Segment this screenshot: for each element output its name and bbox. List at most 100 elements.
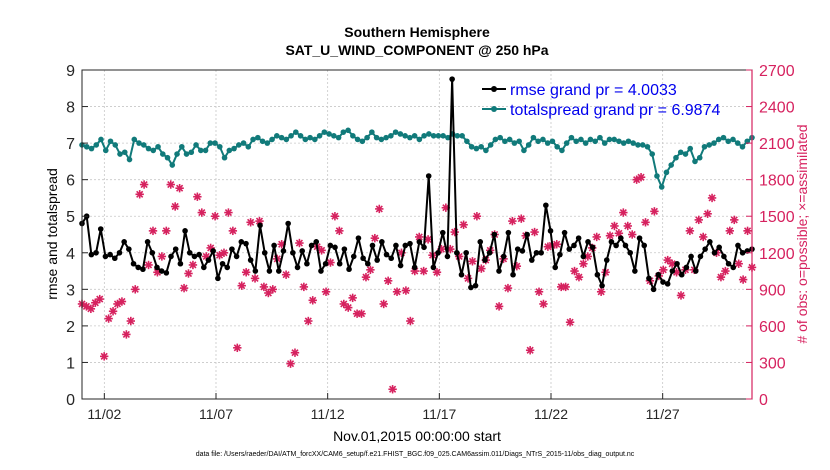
y-tick-label-left: 9 [66, 63, 75, 80]
totalspread-marker [397, 131, 404, 137]
totalspread-marker [492, 136, 499, 143]
totalspread-marker [525, 142, 532, 148]
obs-marker [175, 183, 184, 193]
y-tick-label-left: 7 [66, 136, 75, 153]
obs-marker [281, 270, 291, 279]
obs-marker [366, 265, 375, 275]
obs-marker [148, 226, 158, 236]
totalspread-marker [706, 142, 713, 148]
rmse-marker [697, 253, 704, 260]
x-tick-label: 11/17 [422, 406, 456, 422]
obs-marker [126, 316, 136, 326]
rmse-marker [229, 246, 235, 252]
totalspread-marker [126, 156, 133, 163]
totalspread-marker [217, 143, 223, 150]
totalspread-marker [364, 134, 370, 141]
rmse-marker [411, 264, 418, 271]
totalspread-marker [297, 133, 304, 139]
totalspread-marker [535, 138, 541, 145]
rmse-marker [280, 248, 287, 254]
totalspread-marker [293, 129, 299, 135]
x-axis-label: Nov.01,2015 00:00:00 start [333, 428, 501, 444]
obs-marker [725, 226, 735, 236]
rmse-marker [172, 246, 179, 252]
totalspread-marker [340, 129, 347, 135]
obs-marker [286, 359, 295, 368]
rmse-marker [650, 286, 657, 293]
totalspread-marker [445, 134, 451, 141]
rmse-marker [613, 242, 619, 249]
rmse-marker [275, 268, 282, 274]
totalspread-marker [259, 138, 266, 145]
totalspread-marker [164, 154, 171, 161]
obs-marker [610, 221, 619, 231]
totalspread-marker [359, 138, 366, 145]
rmse-marker [116, 249, 123, 256]
obs-marker [730, 215, 739, 225]
obs-marker [698, 232, 708, 242]
totalspread-marker [611, 136, 617, 143]
totalspread-marker [568, 134, 575, 141]
totalspread-marker [435, 133, 442, 139]
rmse-marker [543, 202, 549, 209]
obs-marker [170, 202, 180, 211]
totalspread-marker [440, 133, 446, 139]
rmse-marker [683, 264, 690, 271]
rmse-marker [557, 251, 563, 258]
y-tick-label-left: 8 [66, 100, 75, 117]
rmse-marker [186, 249, 193, 256]
rmse-marker [533, 249, 540, 256]
obs-marker [743, 226, 752, 236]
rmse-marker [163, 270, 170, 276]
obs-marker [676, 291, 686, 300]
totalspread-marker [202, 147, 209, 154]
totalspread-marker [269, 136, 275, 143]
totalspread-marker [682, 151, 689, 157]
rmse-marker [458, 271, 465, 278]
obs-marker [321, 287, 331, 296]
totalspread-marker [274, 133, 280, 139]
totalspread-marker [159, 151, 166, 157]
totalspread-marker [426, 131, 432, 137]
y-tick-label-right: 900 [759, 282, 786, 299]
y-tick-label-right: 1500 [759, 209, 795, 226]
y-tick-label-left: 4 [66, 246, 75, 263]
y-tick-label-right: 0 [759, 392, 768, 409]
obs-marker [539, 299, 548, 309]
rmse-marker [528, 257, 535, 263]
totalspread-marker [734, 140, 741, 146]
totalspread-marker [388, 133, 394, 139]
obs-marker [277, 240, 286, 249]
obs-marker [552, 240, 561, 249]
y-tick-label-left: 6 [66, 173, 75, 190]
totalspread-marker [616, 138, 622, 145]
totalspread-marker [639, 142, 646, 148]
rmse-marker [383, 251, 390, 258]
rmse-marker [397, 262, 404, 269]
obs-marker [450, 227, 459, 237]
totalspread-marker [587, 136, 594, 143]
totalspread-marker [487, 142, 494, 148]
totalspread-marker [668, 162, 675, 168]
rmse-marker [449, 76, 455, 82]
totalspread-marker [473, 145, 480, 152]
totalspread-marker [597, 134, 603, 141]
obs-marker [636, 173, 646, 182]
legend-label-totalspread: totalspread grand pr = 6.9874 [510, 102, 720, 119]
rmse-marker [711, 249, 718, 256]
rmse-marker [257, 222, 263, 229]
x-tick-label: 11/27 [646, 406, 680, 422]
rmse-marker [707, 239, 713, 245]
totalspread-marker [155, 143, 161, 150]
rmse-marker [496, 268, 502, 274]
totalspread-marker [193, 142, 199, 148]
rmse-marker [346, 266, 352, 273]
totalspread-marker [88, 145, 95, 152]
obs-marker [432, 268, 442, 277]
obs-marker [383, 276, 393, 286]
totalspread-marker [625, 138, 632, 145]
rmse-marker [692, 268, 699, 274]
totalspread-marker [302, 136, 309, 143]
rmse-marker [505, 229, 512, 236]
data-file-footnote: data file: /Users/raeder/DAI/ATM_forcXX/… [195, 451, 635, 458]
